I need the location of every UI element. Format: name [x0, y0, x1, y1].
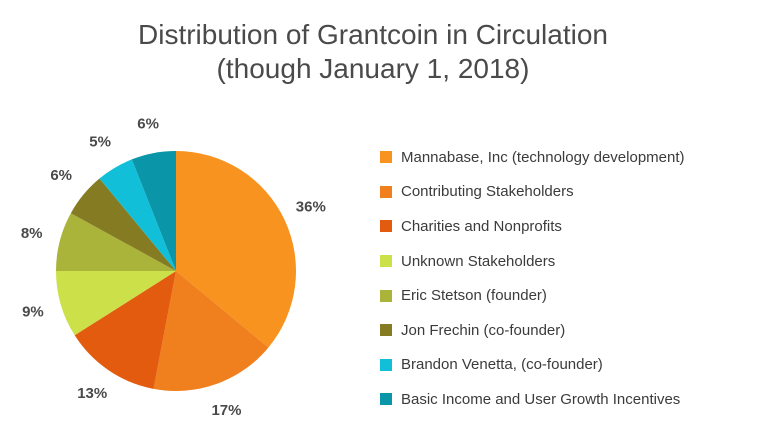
legend-swatch: [380, 393, 392, 406]
legend-swatch: [380, 324, 392, 337]
chart-title-line: Distribution of Grantcoin in Circulation: [138, 19, 608, 50]
slice-value-label: 5%: [89, 134, 111, 151]
slice-value-label: 9%: [22, 304, 44, 321]
pie-slice: [56, 213, 176, 271]
pie-slice: [153, 271, 269, 392]
legend-swatch: [380, 151, 392, 164]
slice-value-label: 13%: [77, 385, 107, 402]
pie-slice: [99, 159, 176, 271]
pie-value-labels: 36% 17% 13% 9% 8% 6% 5% 6%: [21, 116, 326, 420]
chart-title: Distribution of Grantcoin in Circulation…: [0, 18, 746, 86]
pie-slice: [70, 178, 176, 271]
legend-swatch: [380, 255, 392, 268]
legend-item: Unknown Stakeholders: [380, 244, 758, 279]
pie-slice: [74, 271, 176, 389]
legend-item: Eric Stetson (founder): [380, 278, 758, 313]
pie-slice: [176, 151, 296, 348]
legend-item: Mannabase, Inc (technology development): [380, 140, 758, 175]
chart-legend: Mannabase, Inc (technology development) C…: [380, 140, 758, 417]
slice-value-label: 6%: [137, 116, 159, 133]
legend-label: Unknown Stakeholders: [401, 252, 556, 270]
legend-swatch: [380, 289, 392, 302]
pie-slices: [56, 151, 296, 392]
slice-value-label: 17%: [211, 402, 241, 419]
chart-subtitle: (though January 1, 2018): [216, 53, 530, 84]
legend-swatch: [380, 185, 392, 198]
legend-item: Charities and Nonprofits: [380, 209, 758, 244]
legend-item: Brandon Venetta, (co-founder): [380, 348, 758, 383]
legend-label: Basic Income and User Growth Incentives: [401, 390, 681, 408]
legend-label: Eric Stetson (founder): [401, 287, 547, 305]
legend-label: Charities and Nonprofits: [401, 217, 562, 235]
pie-slice: [56, 271, 176, 336]
legend-item: Contributing Stakeholders: [380, 175, 758, 210]
legend-swatch: [380, 220, 392, 233]
slice-value-label: 6%: [50, 167, 72, 184]
legend-label: Contributing Stakeholders: [401, 183, 574, 201]
legend-label: Jon Frechin (co-founder): [401, 321, 566, 339]
slice-value-label: 8%: [21, 225, 43, 242]
legend-item: Jon Frechin (co-founder): [380, 313, 758, 348]
slice-value-label: 36%: [296, 199, 326, 216]
legend-item: Basic Income and User Growth Incentives: [380, 382, 758, 417]
legend-swatch: [380, 358, 392, 371]
legend-label: Mannabase, Inc (technology development): [401, 148, 685, 166]
pie-slice: [131, 151, 176, 271]
legend-label: Brandon Venetta, (co-founder): [401, 356, 603, 374]
